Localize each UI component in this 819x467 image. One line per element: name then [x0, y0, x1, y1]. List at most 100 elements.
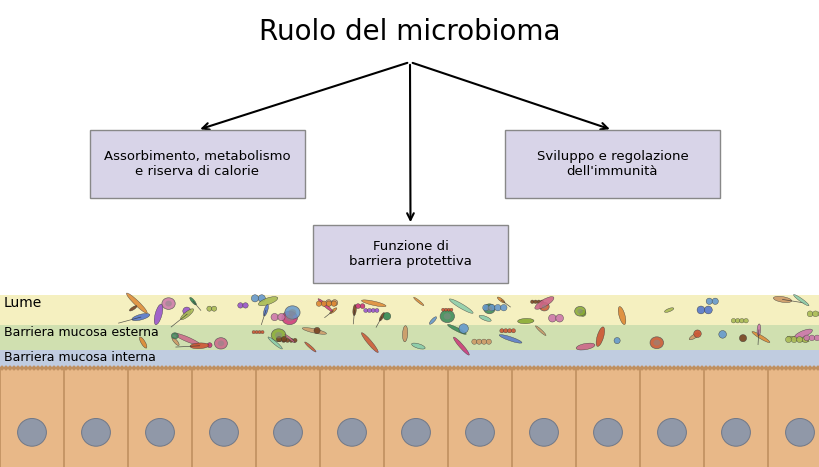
Ellipse shape	[302, 327, 326, 334]
FancyBboxPatch shape	[505, 130, 719, 198]
Ellipse shape	[548, 366, 551, 370]
Ellipse shape	[488, 304, 495, 311]
Ellipse shape	[188, 366, 192, 370]
Ellipse shape	[723, 366, 727, 370]
Ellipse shape	[815, 366, 819, 370]
Ellipse shape	[300, 366, 303, 370]
Ellipse shape	[242, 303, 248, 308]
Ellipse shape	[519, 366, 523, 370]
Ellipse shape	[361, 333, 378, 353]
Ellipse shape	[572, 366, 575, 370]
Ellipse shape	[551, 366, 555, 370]
Ellipse shape	[82, 418, 111, 446]
Ellipse shape	[174, 333, 200, 345]
Ellipse shape	[667, 366, 671, 370]
Ellipse shape	[812, 311, 817, 317]
Ellipse shape	[739, 334, 746, 342]
Ellipse shape	[285, 338, 289, 342]
Ellipse shape	[263, 304, 268, 316]
Ellipse shape	[559, 366, 563, 370]
Ellipse shape	[532, 366, 535, 370]
Ellipse shape	[400, 366, 403, 370]
Ellipse shape	[176, 366, 179, 370]
Ellipse shape	[260, 366, 264, 370]
Ellipse shape	[171, 333, 179, 339]
Ellipse shape	[412, 366, 415, 370]
Ellipse shape	[721, 418, 749, 446]
Text: Barriera mucosa interna: Barriera mucosa interna	[4, 351, 156, 364]
Ellipse shape	[444, 308, 447, 311]
Ellipse shape	[318, 299, 332, 311]
Ellipse shape	[731, 366, 735, 370]
Ellipse shape	[455, 366, 459, 370]
Ellipse shape	[574, 306, 585, 316]
Ellipse shape	[612, 366, 615, 370]
Ellipse shape	[172, 366, 175, 370]
Ellipse shape	[541, 304, 546, 309]
Ellipse shape	[695, 366, 699, 370]
Ellipse shape	[808, 366, 811, 370]
Ellipse shape	[391, 366, 396, 370]
Ellipse shape	[217, 340, 224, 346]
Ellipse shape	[487, 366, 491, 370]
Ellipse shape	[755, 366, 759, 370]
Ellipse shape	[284, 334, 295, 343]
Ellipse shape	[727, 366, 731, 370]
Ellipse shape	[216, 366, 219, 370]
Ellipse shape	[380, 366, 383, 370]
Ellipse shape	[448, 366, 451, 370]
Ellipse shape	[284, 366, 287, 370]
Ellipse shape	[387, 366, 391, 370]
Ellipse shape	[148, 366, 152, 370]
Ellipse shape	[443, 313, 450, 319]
Ellipse shape	[790, 337, 796, 343]
Ellipse shape	[304, 366, 307, 370]
Ellipse shape	[305, 342, 315, 352]
Ellipse shape	[540, 300, 543, 304]
Ellipse shape	[751, 332, 769, 343]
Ellipse shape	[657, 418, 686, 446]
Ellipse shape	[296, 366, 300, 370]
Ellipse shape	[512, 366, 515, 370]
Ellipse shape	[595, 327, 604, 347]
Ellipse shape	[140, 366, 143, 370]
Ellipse shape	[704, 366, 707, 370]
Ellipse shape	[483, 304, 495, 314]
Ellipse shape	[284, 306, 300, 319]
Ellipse shape	[382, 312, 390, 320]
Ellipse shape	[316, 301, 321, 306]
Ellipse shape	[453, 337, 468, 355]
Ellipse shape	[644, 366, 647, 370]
Ellipse shape	[735, 318, 739, 323]
Ellipse shape	[270, 313, 278, 321]
Ellipse shape	[419, 366, 423, 370]
Ellipse shape	[192, 366, 196, 370]
Ellipse shape	[44, 366, 48, 370]
Ellipse shape	[108, 366, 111, 370]
Ellipse shape	[653, 340, 659, 346]
Ellipse shape	[772, 297, 790, 303]
Ellipse shape	[580, 366, 583, 370]
Ellipse shape	[432, 366, 435, 370]
Ellipse shape	[379, 312, 384, 321]
Ellipse shape	[500, 304, 506, 311]
Ellipse shape	[472, 366, 475, 370]
Ellipse shape	[619, 366, 623, 370]
Ellipse shape	[204, 366, 207, 370]
Ellipse shape	[503, 329, 507, 333]
Ellipse shape	[483, 366, 487, 370]
Ellipse shape	[495, 366, 500, 370]
Ellipse shape	[444, 366, 447, 370]
Ellipse shape	[8, 366, 11, 370]
Ellipse shape	[516, 366, 519, 370]
Ellipse shape	[440, 366, 443, 370]
Ellipse shape	[76, 366, 79, 370]
Ellipse shape	[287, 366, 292, 370]
Ellipse shape	[244, 366, 247, 370]
Ellipse shape	[36, 366, 40, 370]
Ellipse shape	[771, 366, 775, 370]
Ellipse shape	[408, 366, 411, 370]
Ellipse shape	[319, 366, 324, 370]
Ellipse shape	[281, 338, 285, 342]
Ellipse shape	[672, 366, 675, 370]
